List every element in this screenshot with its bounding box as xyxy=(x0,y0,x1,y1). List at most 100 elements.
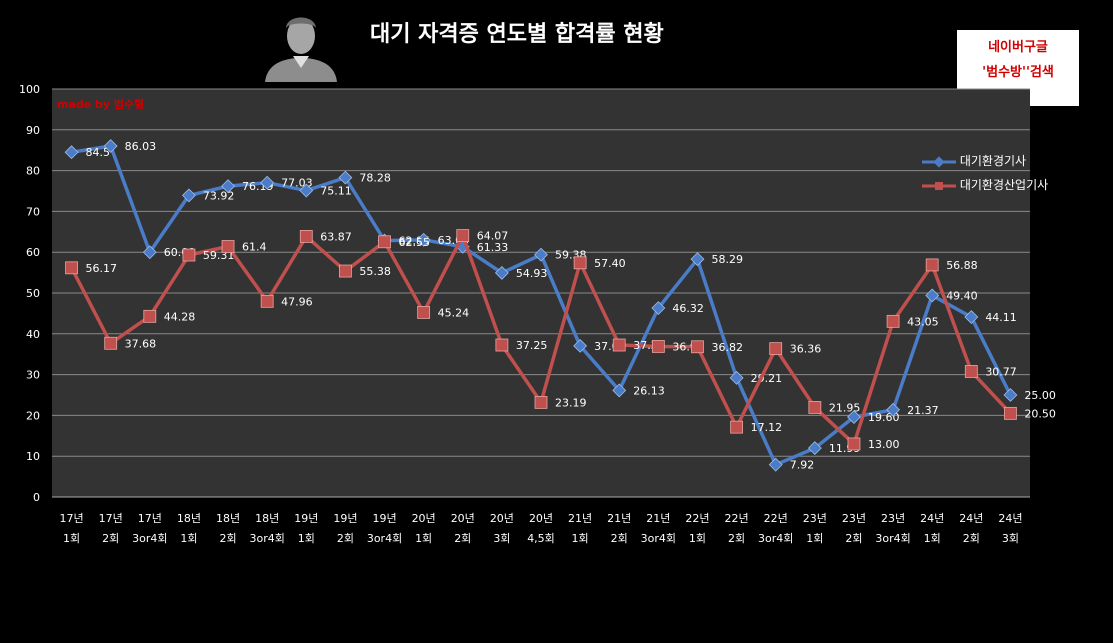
series-2-data-label: 36.36 xyxy=(790,343,822,356)
series-1-point xyxy=(925,288,940,303)
series-1-point xyxy=(807,441,822,456)
series-2-point xyxy=(260,294,274,308)
x-tick-label-year: 20년 xyxy=(412,512,436,525)
x-tick-label-year: 24년 xyxy=(998,512,1022,525)
x-tick-label-round: 2회 xyxy=(845,532,862,545)
x-tick-label-year: 23년 xyxy=(881,512,905,525)
series-1-data-label: 7.92 xyxy=(790,459,815,472)
series-2-data-label: 13.00 xyxy=(868,438,900,451)
x-tick-label-year: 19년 xyxy=(372,512,396,525)
series-1-point xyxy=(494,265,509,280)
series-1-point xyxy=(338,170,353,185)
x-tick-label-year: 18년 xyxy=(216,512,240,525)
series-2-data-label: 63.87 xyxy=(320,230,352,243)
series-2-data-label: 36.90 xyxy=(672,340,704,353)
series-2-point xyxy=(534,395,548,409)
x-tick-label-round: 2회 xyxy=(219,532,236,545)
series-1-data-label: 86.03 xyxy=(125,140,156,153)
x-tick-label-round: 2회 xyxy=(963,532,980,545)
x-tick-label-year: 20년 xyxy=(490,512,514,525)
x-tick-label-year: 22년 xyxy=(764,512,788,525)
series-1-data-label: 73.92 xyxy=(203,189,235,202)
series-1-point xyxy=(534,247,548,262)
legend-series-2: 대기환경산업기사 xyxy=(922,176,1048,193)
series-1-point xyxy=(142,245,157,260)
series-2-data-label: 43.05 xyxy=(907,315,939,328)
series-1-point xyxy=(690,252,705,267)
series-1-point xyxy=(768,457,783,472)
x-tick-label-round: 3회 xyxy=(1002,532,1019,545)
series-2-point xyxy=(612,338,626,352)
y-tick-label: 80 xyxy=(26,165,40,178)
series-1-point xyxy=(573,338,588,353)
series-2-data-label: 20.50 xyxy=(1024,407,1056,420)
series-2-point xyxy=(651,340,665,353)
series-2-point xyxy=(847,437,861,451)
series-1-point xyxy=(221,179,235,194)
x-tick-label-round: 1회 xyxy=(63,532,80,545)
series-2-point xyxy=(456,229,470,242)
legend-series-1: 대기환경기사 xyxy=(922,152,1026,169)
y-tick-label: 40 xyxy=(26,328,40,341)
series-2-point xyxy=(338,264,352,278)
x-tick-label-year: 23년 xyxy=(803,512,827,525)
series-2-data-label: 44.28 xyxy=(164,310,196,323)
series-2-data-label: 37.68 xyxy=(125,337,156,350)
y-tick-label: 50 xyxy=(26,287,40,300)
x-tick-label-year: 17년 xyxy=(59,512,83,525)
series-2-point xyxy=(573,256,587,270)
x-tick-label-year: 24년 xyxy=(959,512,983,525)
series-2-data-label: 56.17 xyxy=(86,262,118,275)
x-tick-label-round: 2회 xyxy=(454,532,471,545)
series-1-point xyxy=(64,145,79,160)
series-2-data-label: 64.07 xyxy=(477,230,509,243)
series-2-data-label: 23.19 xyxy=(555,396,587,409)
series-2-point xyxy=(964,365,978,378)
x-tick-label-year: 21년 xyxy=(646,512,670,525)
series-2-point xyxy=(378,235,391,249)
series-1-line xyxy=(71,144,1013,467)
series-2-point xyxy=(221,240,235,253)
y-tick-label: 20 xyxy=(26,409,40,422)
x-tick-label-round: 1회 xyxy=(689,532,706,545)
series-2-data-label: 36.82 xyxy=(711,341,743,354)
series-2-data-label: 59.31 xyxy=(203,249,235,262)
x-tick-label-round: 3or4회 xyxy=(367,532,402,545)
series-2-line xyxy=(70,233,1012,446)
x-tick-label-year: 18년 xyxy=(177,512,201,525)
made-by-label: made by 범수형 xyxy=(57,98,145,111)
series-2-point xyxy=(182,248,196,262)
x-tick-label-year: 21년 xyxy=(568,512,592,525)
series-1-data-label: 44.11 xyxy=(985,311,1017,324)
series-2-data-label: 47.96 xyxy=(281,295,313,308)
legend-series-1-marker-icon xyxy=(922,155,956,168)
x-tick-label-round: 2회 xyxy=(611,532,628,545)
x-tick-label-year: 19년 xyxy=(294,512,318,525)
series-1-data-label: 84.5 xyxy=(86,146,111,159)
x-tick-label-year: 17년 xyxy=(138,512,162,525)
series-1-point xyxy=(103,139,118,153)
y-tick-label: 60 xyxy=(26,246,40,259)
series-2-data-label: 17.12 xyxy=(751,421,783,434)
x-tick-label-year: 23년 xyxy=(842,512,866,525)
series-1-data-label: 61.33 xyxy=(477,241,509,254)
chart-title: 대기 자격증 연도별 합격률 현황 xyxy=(370,22,664,47)
user-avatar-icon xyxy=(263,6,339,82)
series-1-point xyxy=(416,232,431,247)
series-1-data-label: 60.00 xyxy=(164,246,196,259)
series-1-data-label: 19.60 xyxy=(868,411,900,424)
series-2-point xyxy=(925,258,939,272)
x-tick-label-year: 17년 xyxy=(99,512,123,525)
series-1-point xyxy=(1003,388,1018,402)
watermark-line-1: 네이버구글 xyxy=(988,40,1048,55)
series-2-point xyxy=(104,336,118,350)
y-tick-label: 70 xyxy=(26,205,40,218)
series-2-point xyxy=(143,309,157,323)
x-tick-label-year: 19년 xyxy=(333,512,357,525)
series-2-point xyxy=(769,342,783,356)
x-tick-label-round: 4,5회 xyxy=(527,532,555,545)
y-tick-label: 10 xyxy=(26,450,40,463)
series-1-point xyxy=(377,233,392,248)
series-1-data-label: 29.21 xyxy=(751,372,783,385)
